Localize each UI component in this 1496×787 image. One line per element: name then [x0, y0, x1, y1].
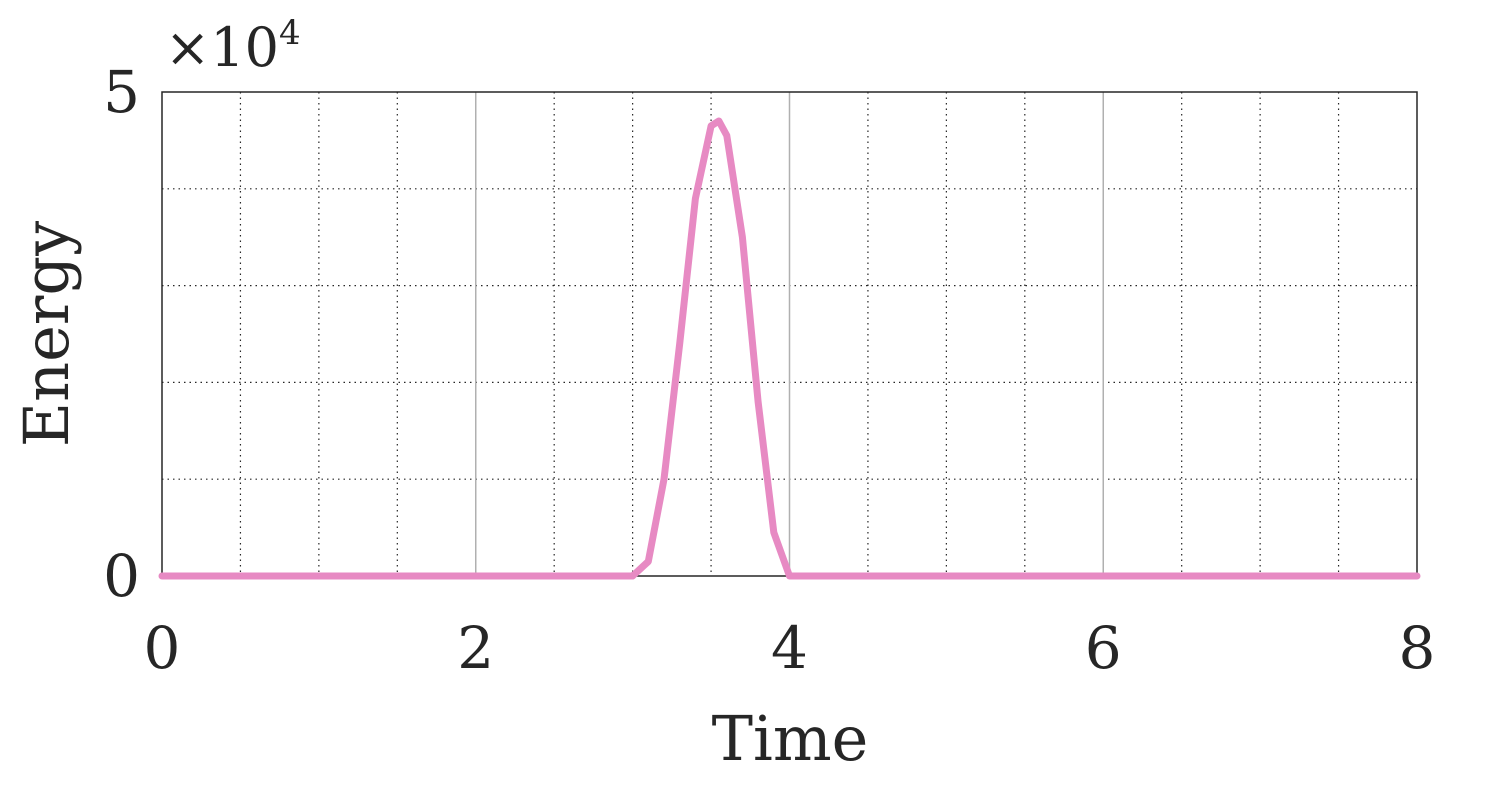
series-energy-line	[158, 117, 1421, 580]
y-tick-labels: 05	[103, 58, 140, 610]
major-grid	[475, 92, 1104, 576]
x-axis-title: Time	[712, 702, 869, 775]
y-axis-title: Energy	[10, 221, 83, 447]
x-tick-label: 6	[1085, 614, 1122, 682]
x-tick-label: 2	[457, 614, 494, 682]
y-tick-label: 0	[103, 542, 140, 610]
y-exponent-base: ×10	[165, 16, 279, 79]
y-exponent-label: ×104	[165, 13, 301, 79]
x-tick-label: 0	[144, 614, 181, 682]
y-exponent-power: 4	[279, 13, 301, 53]
x-tick-labels: 0 2 4 6 8	[144, 614, 1436, 682]
x-tick-label: 8	[1399, 614, 1436, 682]
x-tick-label: 4	[771, 614, 808, 682]
y-tick-label: 5	[103, 58, 140, 126]
